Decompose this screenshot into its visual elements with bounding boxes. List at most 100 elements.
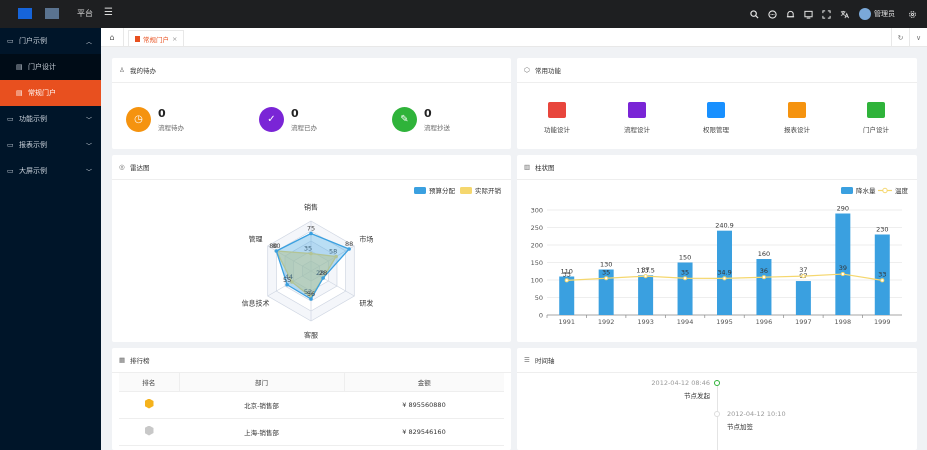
search-icon[interactable]: [745, 6, 763, 22]
fullscreen-icon[interactable]: [817, 6, 835, 22]
bar-chart-icon: ▥: [524, 163, 531, 171]
sidebar-item-regular-portal[interactable]: ▤ 常规门户: [0, 80, 101, 106]
func-permission[interactable]: 权限管理: [691, 102, 741, 134]
line-value-label: 37: [641, 266, 649, 274]
tab-doc-icon: [135, 35, 140, 42]
sidebar-item-screen-examples[interactable]: ▭ 大屏示例 ﹀: [0, 158, 101, 184]
tab-regular-portal[interactable]: 常规门户 ×: [128, 30, 185, 46]
home-icon[interactable]: ⌂: [101, 28, 124, 47]
timeline-time: 2012-04-12 10:10: [727, 410, 786, 418]
bar-value-label: 113.5: [636, 266, 655, 274]
bar: [638, 275, 654, 315]
todo-label: 流程已办: [291, 123, 317, 132]
sidebar-item-portal-design[interactable]: ▤ 门户设计: [0, 54, 101, 80]
sidebar-item-report-examples[interactable]: ▭ 报表示例 ﹀: [0, 132, 101, 158]
column-header: 金额: [344, 373, 504, 392]
func-portal-design[interactable]: 门户设计: [851, 102, 901, 134]
check-icon: ✓: [259, 107, 284, 132]
bar: [795, 281, 811, 315]
line-point: [683, 276, 688, 281]
radar-point: [309, 297, 313, 301]
card-header: ◎ 雷达图: [112, 155, 511, 180]
radar-indicator-label: 客服: [304, 331, 318, 340]
logo-icon: [18, 8, 32, 19]
radar-value-label: 75: [307, 225, 315, 233]
sidebar: ▭ 门户示例 ︿ ▤ 门户设计 ▤ 常规门户 ▭ 功能示例 ﹀ ▭ 报表示例 ﹀…: [0, 28, 101, 450]
radar-point: [309, 231, 313, 236]
bar-value-label: 110: [561, 268, 573, 276]
line-value-label: 36: [760, 267, 768, 275]
sidebar-item-feature-examples[interactable]: ▭ 功能示例 ﹀: [0, 106, 101, 132]
line-value-label: 34.9: [717, 268, 731, 276]
radar-value-label: 80: [269, 242, 277, 250]
func-label: 功能设计: [544, 126, 570, 134]
func-form-design[interactable]: 功能设计: [532, 102, 582, 134]
line-value-label: 39: [839, 264, 847, 272]
menu-toggle-icon[interactable]: ☰: [104, 7, 113, 18]
func-flow-design[interactable]: 流程设计: [612, 102, 662, 134]
legend-swatch: [460, 187, 472, 194]
bar: [598, 269, 614, 315]
username[interactable]: 管理员: [874, 10, 895, 18]
line-point: [840, 272, 845, 277]
radar-value-label: 58: [329, 248, 337, 256]
close-icon[interactable]: ×: [172, 34, 178, 43]
radar-indicator-label: 管理: [249, 235, 263, 244]
bar-value-label: 230: [876, 226, 888, 234]
sidebar-item-portal-examples[interactable]: ▭ 门户示例 ︿: [0, 28, 101, 54]
radar-indicator-label: 销售: [304, 203, 318, 212]
ranking-icon: ▦: [119, 356, 126, 364]
line-point: [761, 275, 766, 280]
card-header: ▦ 排行榜: [112, 348, 511, 373]
refresh-icon[interactable]: ↻: [891, 28, 909, 47]
message-icon[interactable]: [763, 6, 781, 22]
dept-cell: 上海-销售部: [179, 418, 344, 446]
radar-point: [309, 251, 313, 256]
legend-label: 温度: [895, 186, 909, 195]
tab-label: 常规门户: [143, 35, 169, 44]
func-label: 报表设计: [784, 126, 810, 134]
form-icon: [548, 102, 566, 118]
bar-value-label: 240.9: [715, 222, 734, 230]
radar-value-label: 28: [319, 269, 327, 277]
bar-value-label: 150: [679, 254, 691, 262]
ranking-card: ▦ 排行榜 排名 部门 金额 北京-销售部 ¥ 895560880 上海-销售部…: [112, 348, 511, 450]
todo-count: 0: [424, 106, 432, 120]
bar: [717, 230, 732, 315]
todo-item-pending[interactable]: ◷ 0 流程待办: [126, 107, 184, 132]
x-tick-label: 1993: [637, 318, 654, 326]
radar-icon: ◎: [119, 163, 125, 171]
settings-icon[interactable]: [903, 6, 921, 22]
timeline-label: 节点发起: [684, 392, 710, 400]
todo-item-cc[interactable]: ✎ 0 流程抄送: [392, 107, 450, 132]
portal-icon: [867, 102, 885, 118]
x-tick-label: 1997: [795, 318, 812, 326]
bell-icon[interactable]: [781, 6, 799, 22]
card-title: 常用功能: [535, 67, 561, 75]
func-report-design[interactable]: 报表设计: [772, 102, 822, 134]
screen-icon[interactable]: [799, 6, 817, 22]
todo-label: 流程抄送: [424, 123, 450, 132]
bar-chart: 0 50 100 150 200 250 300 110 1991 130 1992 113.5 199…: [531, 186, 909, 326]
radar-value-label: 56: [307, 290, 315, 298]
bar-value-label: 290: [837, 205, 849, 213]
timeline-card: ☰ 时间轴 2012-04-12 08:46 节点发起 2012-04-12 1…: [517, 348, 917, 450]
radar-value-label: 80: [272, 242, 280, 250]
y-tick-label: 50: [535, 294, 543, 302]
radar-value-label: 55: [283, 276, 291, 284]
tab-bar: ⌂ 常规门户 × ↻ ∨: [101, 28, 927, 47]
x-tick-label: 1998: [835, 318, 852, 326]
gold-medal-icon: [144, 398, 154, 409]
legend-line-marker: [882, 187, 888, 194]
top-bar: 平台 ☰ 管理员: [0, 0, 927, 28]
radar-point: [347, 247, 351, 251]
chevron-down-icon: ﹀: [85, 142, 92, 150]
silver-medal-icon: [144, 425, 154, 436]
radar-indicator-label: 信息技术: [242, 299, 270, 308]
bar-value-label: 130: [600, 261, 612, 269]
translate-icon[interactable]: [835, 6, 853, 22]
todo-item-done[interactable]: ✓ 0 流程已办: [259, 107, 317, 132]
chevron-down-icon[interactable]: ∨: [909, 28, 927, 47]
avatar[interactable]: [859, 8, 871, 20]
